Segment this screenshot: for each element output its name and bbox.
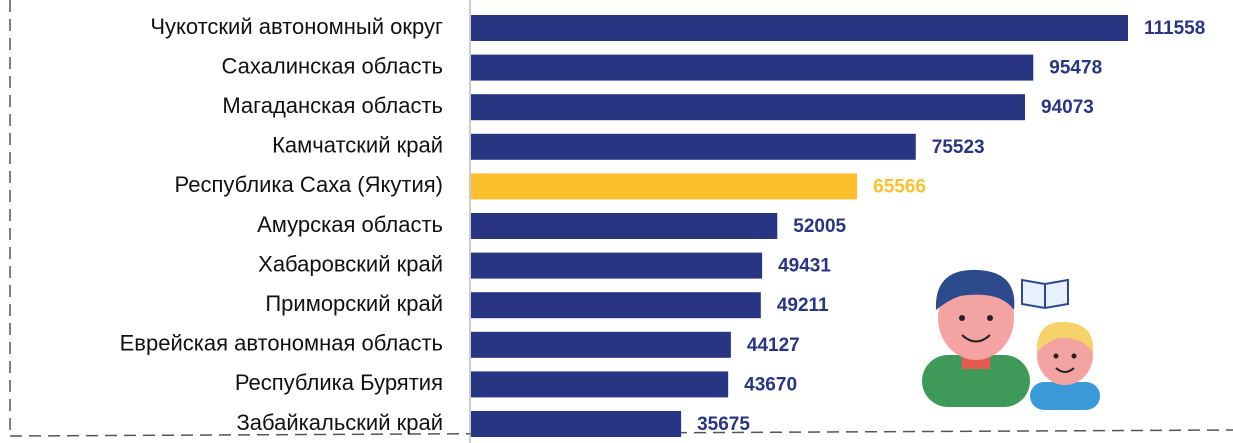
category-label: Республика Саха (Якутия) [175, 172, 443, 197]
bar [471, 15, 1128, 41]
value-label: 52005 [793, 216, 846, 237]
category-label: Приморский край [265, 291, 443, 316]
bar [471, 54, 1034, 81]
value-label: 49431 [778, 256, 831, 277]
category-label: Амурская область [257, 212, 443, 237]
bar [471, 133, 916, 160]
value-label: 94073 [1041, 97, 1094, 118]
value-label: 43670 [744, 374, 797, 395]
value-label: 75523 [932, 137, 985, 158]
value-label: 44127 [747, 335, 800, 356]
bar [471, 94, 1026, 121]
bar [471, 331, 731, 358]
bar [471, 173, 858, 200]
value-label: 111558 [1144, 18, 1205, 39]
bar [471, 292, 761, 319]
category-label: Магаданская область [222, 93, 443, 118]
value-label: 49211 [777, 295, 829, 316]
category-label: Сахалинская область [222, 53, 443, 78]
category-label: Республика Бурятия [235, 370, 443, 395]
bar [471, 213, 778, 239]
value-label: 95478 [1049, 58, 1102, 79]
category-label: Камчатский край [272, 133, 443, 158]
bar [471, 371, 729, 398]
category-label: Забайкальский край [237, 410, 444, 435]
category-label: Еврейская автономная область [120, 331, 443, 356]
bar [471, 411, 682, 437]
bar [471, 252, 763, 279]
category-label: Хабаровский край [258, 251, 443, 276]
category-label: Чукотский автономный округ [150, 14, 443, 39]
value-label: 35675 [697, 414, 750, 435]
illustration [922, 269, 1100, 410]
value-label: 65566 [873, 176, 926, 197]
